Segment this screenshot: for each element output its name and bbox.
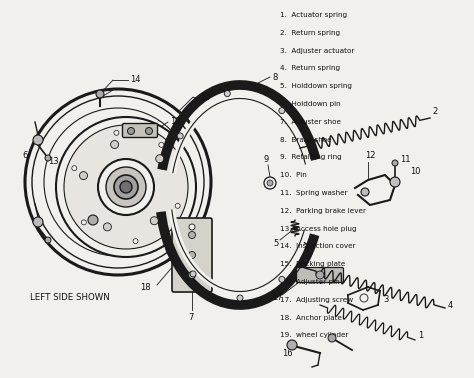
Text: 15.  Backing plate: 15. Backing plate	[280, 261, 346, 267]
Text: 1: 1	[418, 330, 423, 339]
Text: 7.  Adjuster shoe: 7. Adjuster shoe	[280, 119, 341, 125]
Text: 18: 18	[140, 282, 151, 291]
Text: 9: 9	[264, 155, 269, 164]
Text: 16.  Adjuster pin: 16. Adjuster pin	[280, 279, 340, 285]
Circle shape	[159, 143, 164, 147]
Circle shape	[114, 175, 138, 199]
Circle shape	[155, 155, 164, 163]
Circle shape	[293, 226, 297, 230]
Text: 9.  Retaining ring: 9. Retaining ring	[280, 154, 342, 160]
Text: 3.  Adjuster actuator: 3. Adjuster actuator	[280, 48, 355, 54]
Circle shape	[316, 271, 324, 279]
Circle shape	[177, 133, 183, 139]
Text: 7: 7	[188, 313, 193, 322]
Text: 8.  Brake shoe: 8. Brake shoe	[280, 136, 332, 143]
Circle shape	[361, 188, 369, 196]
Circle shape	[114, 130, 119, 135]
Circle shape	[150, 217, 158, 225]
Circle shape	[25, 89, 211, 275]
Circle shape	[279, 276, 285, 282]
Circle shape	[106, 167, 146, 207]
Circle shape	[237, 295, 243, 301]
Circle shape	[33, 135, 43, 145]
Text: 13.  Access hole plug: 13. Access hole plug	[280, 226, 356, 232]
Text: 14.  Inspection cover: 14. Inspection cover	[280, 243, 356, 249]
Circle shape	[189, 271, 195, 279]
Text: 12.  Parking brake lever: 12. Parking brake lever	[280, 208, 366, 214]
Circle shape	[33, 217, 43, 227]
Circle shape	[392, 160, 398, 166]
Circle shape	[133, 239, 138, 244]
Text: 5: 5	[273, 240, 278, 248]
Text: 13: 13	[48, 158, 59, 166]
Circle shape	[56, 117, 196, 257]
Circle shape	[328, 334, 336, 342]
Text: 16: 16	[282, 349, 292, 358]
Circle shape	[32, 96, 204, 268]
Text: 17: 17	[272, 293, 283, 302]
Text: 15: 15	[200, 93, 210, 102]
Circle shape	[390, 177, 400, 187]
Circle shape	[360, 294, 368, 302]
Circle shape	[103, 223, 111, 231]
Circle shape	[287, 340, 297, 350]
Circle shape	[110, 141, 118, 149]
Circle shape	[64, 125, 188, 249]
Text: 14: 14	[130, 76, 140, 85]
Circle shape	[224, 91, 230, 96]
Circle shape	[98, 159, 154, 215]
FancyBboxPatch shape	[297, 268, 344, 282]
Circle shape	[44, 108, 192, 256]
Text: 6.  Holddown pin: 6. Holddown pin	[280, 101, 341, 107]
Circle shape	[279, 108, 285, 114]
Text: 11: 11	[400, 155, 410, 164]
FancyBboxPatch shape	[122, 124, 157, 138]
Text: 5.  Holddown spring: 5. Holddown spring	[280, 83, 352, 89]
Text: 19: 19	[170, 118, 181, 127]
Text: 10: 10	[410, 167, 420, 177]
Circle shape	[146, 127, 153, 135]
Circle shape	[264, 177, 276, 189]
Circle shape	[96, 90, 104, 98]
Circle shape	[190, 271, 196, 277]
Circle shape	[45, 237, 51, 243]
Text: 4: 4	[448, 301, 453, 310]
Circle shape	[45, 155, 51, 161]
Text: 8: 8	[272, 73, 277, 82]
Text: LEFT SIDE SHOWN: LEFT SIDE SHOWN	[30, 293, 110, 302]
Circle shape	[267, 180, 273, 186]
Text: 17.  Adjusting screw: 17. Adjusting screw	[280, 297, 353, 303]
Text: 3: 3	[383, 296, 388, 305]
Circle shape	[80, 172, 88, 180]
Circle shape	[128, 127, 135, 135]
Text: 4.  Return spring: 4. Return spring	[280, 65, 340, 71]
Text: 1.  Actuator spring: 1. Actuator spring	[280, 12, 347, 18]
FancyBboxPatch shape	[172, 218, 212, 292]
Text: 10.  Pin: 10. Pin	[280, 172, 307, 178]
Circle shape	[120, 181, 132, 193]
Text: 12: 12	[365, 150, 375, 160]
Text: 18.  Anchor plate: 18. Anchor plate	[280, 314, 342, 321]
Text: 6: 6	[22, 150, 27, 160]
Text: 2: 2	[432, 107, 437, 116]
Circle shape	[189, 251, 195, 259]
Circle shape	[189, 231, 195, 239]
Text: 11.  Spring washer: 11. Spring washer	[280, 190, 347, 196]
Circle shape	[88, 215, 98, 225]
Circle shape	[175, 203, 180, 208]
Circle shape	[189, 224, 195, 230]
Text: 2.  Return spring: 2. Return spring	[280, 30, 340, 36]
Text: 19.  wheel cylinder: 19. wheel cylinder	[280, 332, 348, 338]
Circle shape	[72, 166, 77, 171]
Circle shape	[82, 220, 86, 225]
